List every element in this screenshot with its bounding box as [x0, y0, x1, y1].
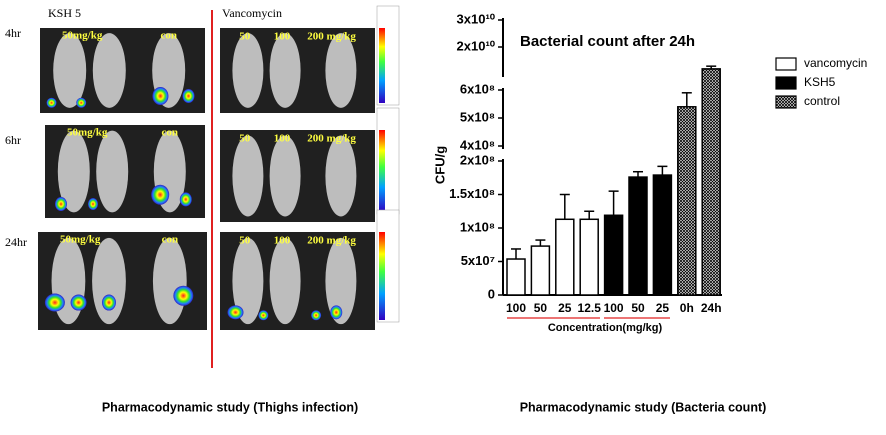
dose-label: 50	[239, 235, 251, 247]
signal	[258, 310, 269, 321]
x-tick-label: 50	[631, 301, 645, 315]
mouse	[152, 237, 187, 325]
x-tick-label: 100	[604, 301, 624, 315]
mouse	[232, 33, 264, 108]
control-label: con	[162, 127, 179, 139]
dose-label: 200 mg/kg	[307, 31, 356, 43]
mouse	[269, 33, 301, 108]
signal	[151, 184, 170, 205]
dose-label: 50mg/kg	[67, 127, 108, 139]
mouse	[92, 237, 126, 325]
signal	[76, 97, 87, 108]
control-label: con	[162, 234, 179, 246]
legend-label: control	[804, 94, 840, 108]
x-tick-label: 12.5	[578, 301, 602, 315]
y-tick-label: 5x10⁷	[461, 253, 495, 268]
signal	[46, 97, 57, 108]
time-label: 24hr	[5, 235, 27, 249]
mouse	[269, 237, 301, 325]
dose-label: 200 mg/kg	[307, 133, 356, 145]
bar	[603, 214, 624, 296]
caption: Pharmacodynamic study (Bacteria count)	[520, 400, 767, 414]
imaging-panel: KSH 5 Vancomycin 4hr 50mg/kg con 6hr 50mg/kg co…	[5, 5, 400, 330]
legend-label: vancomycin	[804, 56, 867, 70]
mouse	[269, 135, 301, 217]
y-tick-label: 4x10⁸	[460, 137, 495, 152]
x-tick-label: 0h	[680, 301, 694, 315]
colorbar	[379, 232, 385, 320]
y-tick-label: 6x10⁸	[460, 81, 495, 96]
x-axis-label: Concentration(mg/kg)	[548, 322, 663, 334]
mouse	[57, 130, 90, 213]
mouse	[53, 33, 87, 108]
mouse	[325, 33, 357, 108]
x-tick-label: 24h	[701, 301, 722, 315]
time-label: 6hr	[5, 133, 21, 147]
chart-title: Bacterial count after 24h	[520, 33, 695, 50]
x-tick-label: 25	[558, 301, 572, 315]
bar	[579, 218, 599, 296]
colorbar	[379, 130, 385, 212]
signal	[173, 285, 194, 306]
dose-label: 50mg/kg	[62, 30, 103, 42]
dose-label: 50mg/kg	[60, 234, 101, 246]
y-tick-label: 0	[488, 286, 495, 301]
x-tick-label: 25	[656, 301, 670, 315]
mouse	[232, 135, 264, 217]
bar	[506, 258, 526, 296]
y-tick-label: 2x10¹⁰	[457, 38, 496, 53]
legend-swatch	[775, 95, 797, 109]
bar	[530, 245, 551, 296]
legend-swatch	[775, 57, 797, 71]
control-label: con	[160, 30, 177, 42]
signal	[55, 197, 67, 212]
bar	[555, 218, 575, 296]
dose-label: 50	[239, 133, 251, 145]
signal	[101, 294, 116, 311]
mouse	[325, 135, 357, 217]
bar	[677, 106, 697, 296]
colorbar	[379, 28, 385, 103]
group-label: Vancomycin	[222, 6, 282, 20]
y-tick-label: 2x10⁸	[460, 152, 495, 167]
dose-label: 100	[274, 133, 291, 145]
bar	[701, 68, 721, 296]
dose-label: 100	[274, 235, 291, 247]
bar	[652, 174, 673, 296]
signal	[227, 305, 244, 320]
x-tick-label: 50	[534, 301, 548, 315]
mouse	[92, 33, 126, 108]
bar	[628, 176, 648, 296]
signal	[182, 89, 195, 103]
time-label: 4hr	[5, 26, 21, 40]
mouse	[325, 237, 357, 325]
x-tick-label: 100	[506, 301, 526, 315]
y-axis-label: CFU/g	[432, 146, 447, 184]
mouse	[96, 130, 129, 213]
dose-label: 100	[274, 31, 291, 43]
signal	[152, 87, 169, 105]
signal	[330, 305, 343, 320]
legend-swatch	[775, 76, 797, 90]
y-tick-label: 1.5x10⁸	[449, 186, 495, 201]
signal	[311, 310, 322, 321]
y-tick-label: 1x10⁸	[460, 219, 495, 234]
signal	[88, 198, 98, 211]
dose-label: 200 mg/kg	[307, 235, 356, 247]
group-label: KSH 5	[48, 6, 81, 20]
signal	[70, 294, 87, 311]
mouse	[232, 237, 264, 325]
y-tick-label: 5x10⁸	[460, 109, 495, 124]
signal	[179, 192, 192, 207]
caption: Pharmacodynamic study (Thighs infection)	[102, 400, 358, 414]
dose-label: 50	[239, 31, 251, 43]
y-tick-label: 3x10¹⁰	[457, 11, 496, 26]
signal	[44, 293, 65, 312]
legend-label: KSH5	[804, 75, 836, 89]
